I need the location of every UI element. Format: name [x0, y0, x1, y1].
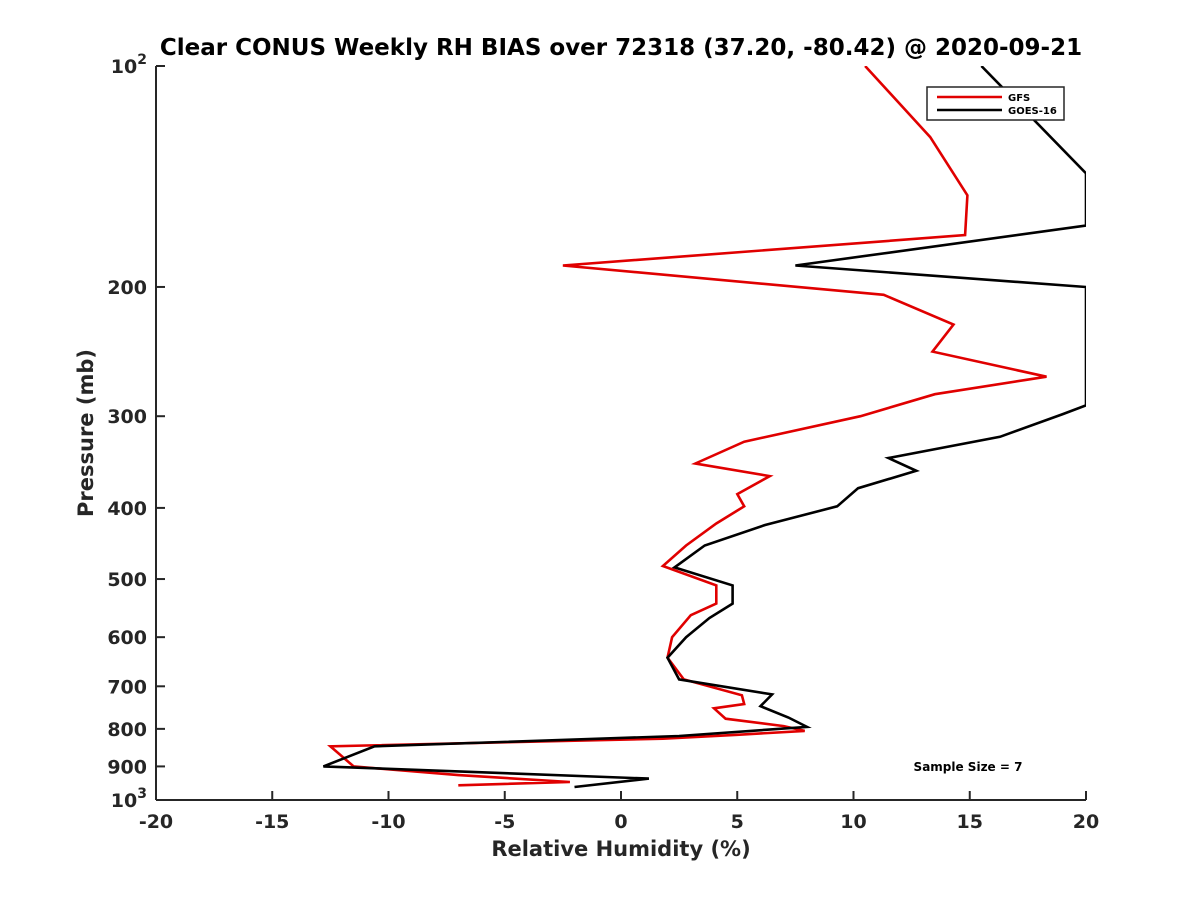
y-tick-label: 700 — [107, 676, 147, 698]
y-tick-label: 300 — [107, 406, 147, 428]
y-tick-label: 102 — [111, 52, 147, 78]
y-tick-label: 200 — [107, 277, 147, 299]
x-axis-ticks: -20 -15 -10 -5 0 5 10 15 20 — [139, 791, 1099, 833]
x-tick-label: 10 — [840, 811, 866, 833]
x-tick-label: -5 — [494, 811, 515, 833]
y-tick-label: 500 — [107, 569, 147, 591]
legend: GFS GOES-16 — [926, 86, 1065, 121]
series-line-gfs — [327, 66, 1047, 787]
legend-label-goes16: GOES-16 — [1008, 106, 1057, 117]
x-tick-label: -20 — [139, 811, 173, 833]
y-tick-label: 400 — [107, 498, 147, 520]
x-tick-label: 5 — [731, 811, 744, 833]
legend-box — [926, 86, 1065, 121]
series-line-goes16 — [322, 66, 1086, 789]
y-tick-label: 103 — [111, 786, 147, 812]
y-axis-ticks: 102 200 300 400 500 600 700 800 900 103 — [107, 52, 165, 812]
x-tick-label: 15 — [957, 811, 983, 833]
legend-label-gfs: GFS — [1008, 93, 1030, 104]
y-axis-label: Pressure (mb) — [74, 349, 98, 517]
x-tick-label: 0 — [614, 811, 627, 833]
x-axis-label: Relative Humidity (%) — [491, 837, 750, 861]
y-tick-label: 600 — [107, 627, 147, 649]
chart-title: Clear CONUS Weekly RH BIAS over 72318 (3… — [160, 35, 1082, 61]
x-tick-label: -15 — [255, 811, 289, 833]
series-lines — [322, 66, 1086, 789]
x-tick-label: 20 — [1073, 811, 1099, 833]
x-tick-label: -10 — [371, 811, 405, 833]
y-tick-label: 900 — [107, 756, 147, 778]
sample-size-annotation: Sample Size = 7 — [914, 760, 1023, 774]
y-tick-label: 800 — [107, 719, 147, 741]
